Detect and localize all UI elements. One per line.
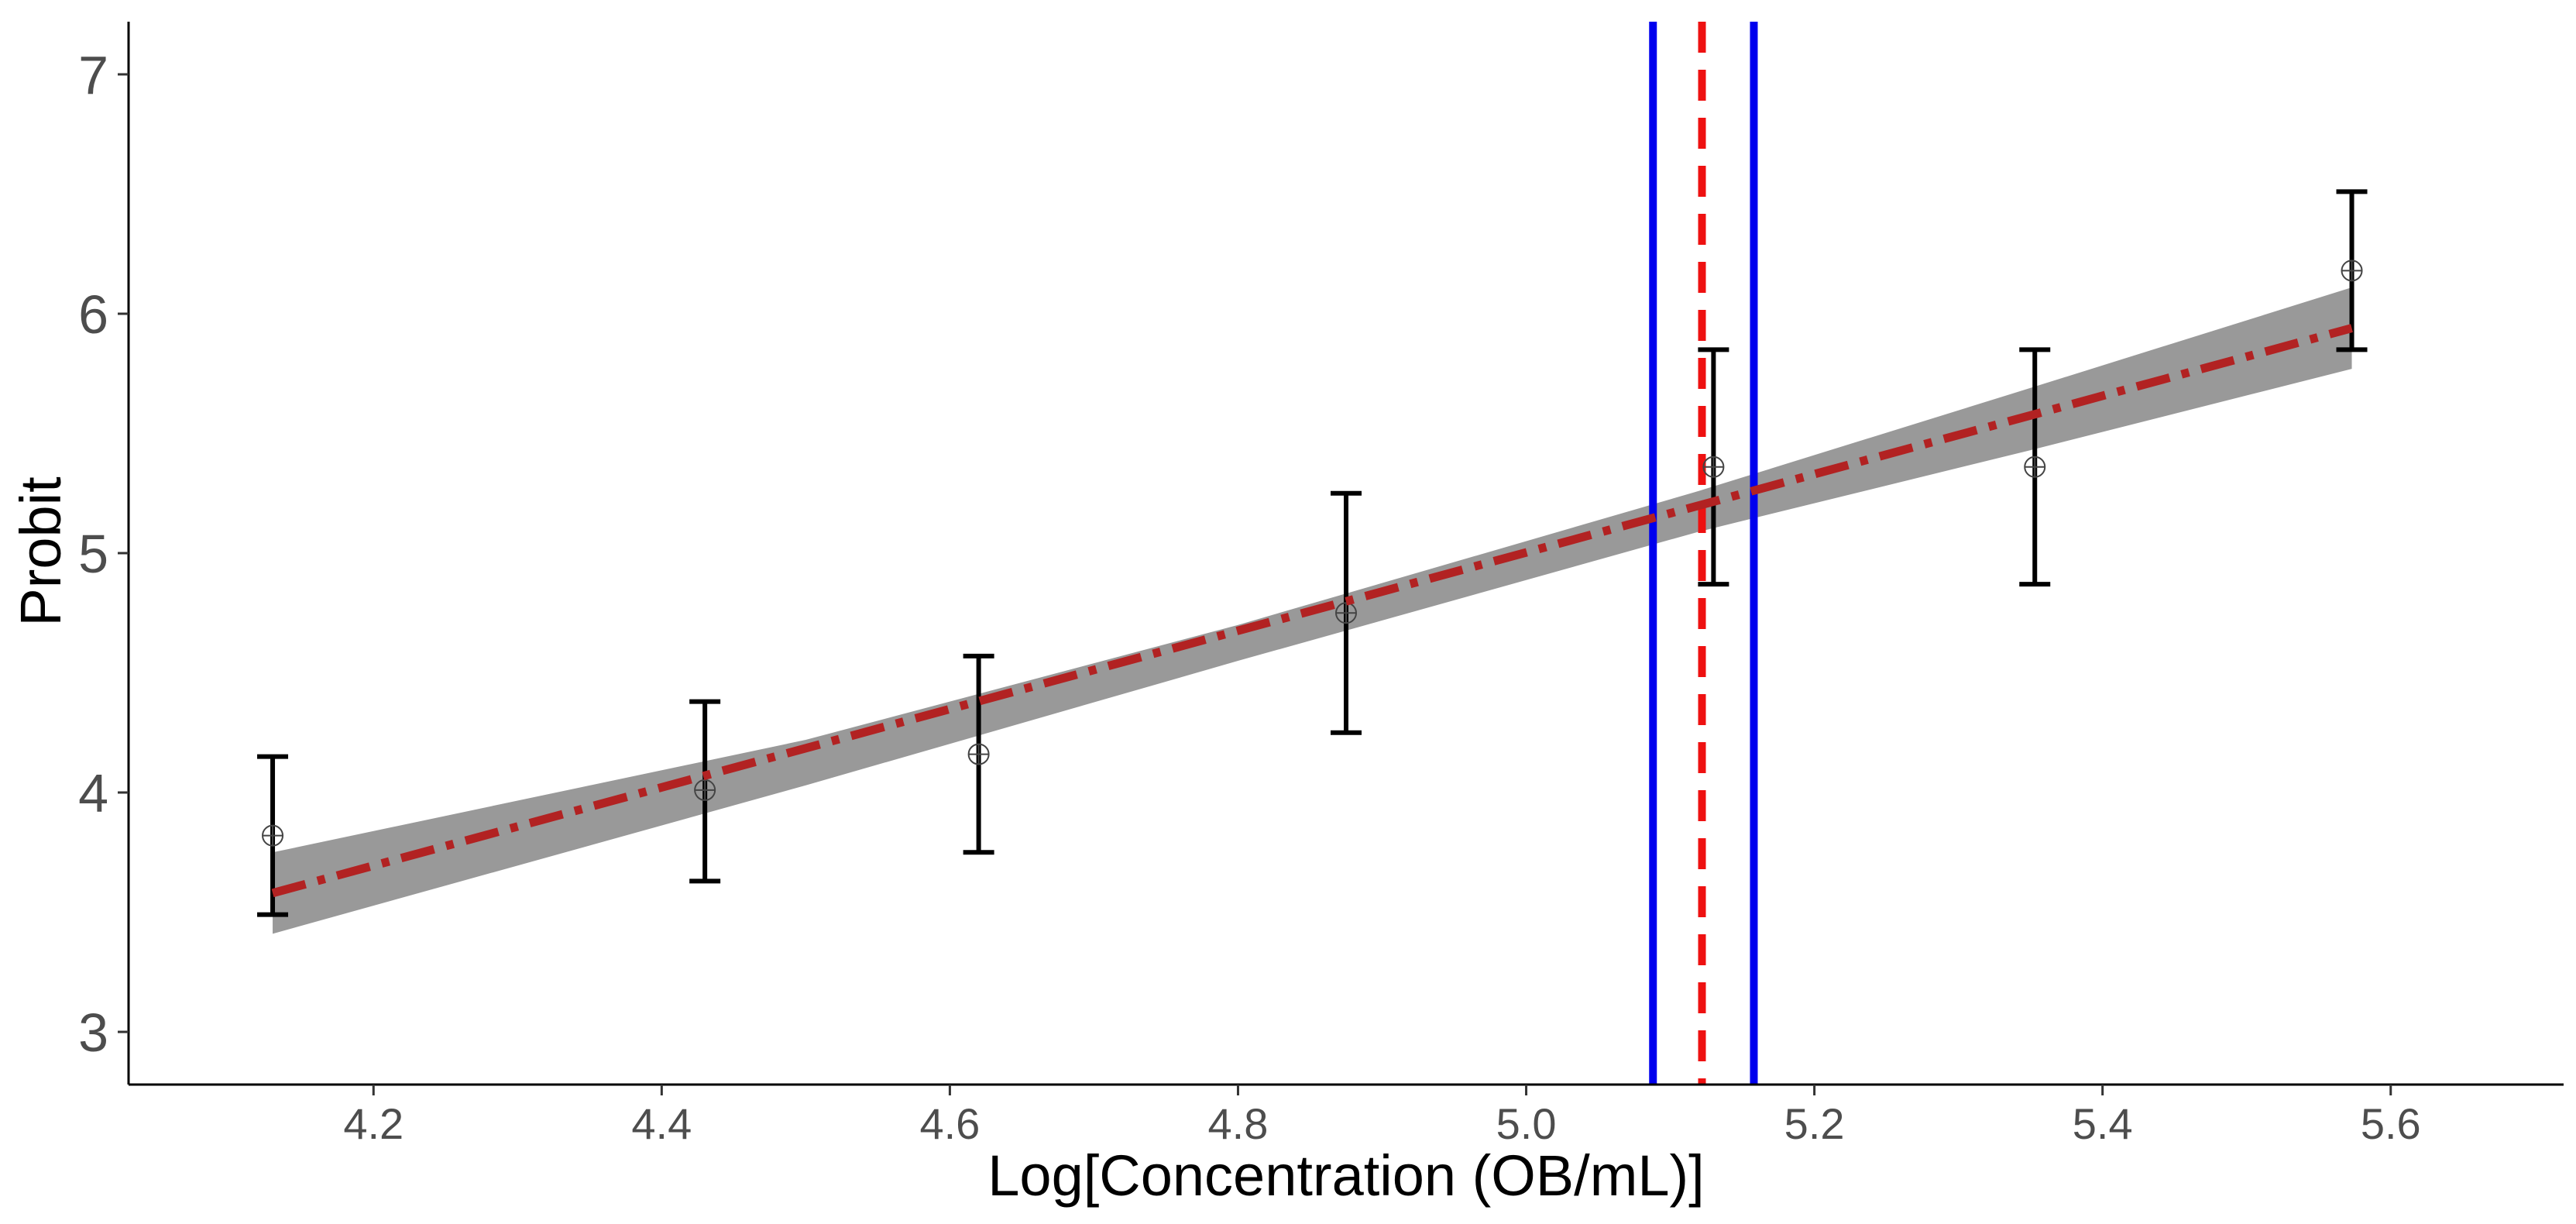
- data-point-group: [963, 653, 994, 855]
- x-axis-title: Log[Concentration (OB/mL)]: [987, 1143, 1704, 1208]
- x-tick-label: 4.6: [919, 1099, 980, 1148]
- x-tick-label: 4.8: [1208, 1099, 1269, 1148]
- y-tick-label: 4: [78, 763, 108, 823]
- y-tick-label: 5: [78, 524, 108, 584]
- y-tick-label: 3: [78, 1002, 108, 1063]
- data-point-group: [2019, 347, 2051, 587]
- x-tick-label: 4.4: [631, 1099, 692, 1148]
- data-point-group: [1331, 490, 1362, 735]
- data-point-group: [2336, 189, 2368, 352]
- x-tick-label: 5.2: [1784, 1099, 1845, 1148]
- fit-line: [271, 324, 2353, 898]
- x-tick-label: 5.4: [2073, 1099, 2133, 1148]
- y-tick-label: 7: [78, 45, 108, 105]
- x-tick-label: 5.6: [2361, 1099, 2421, 1148]
- x-tick-label: 5.0: [1496, 1099, 1557, 1148]
- x-tick-label: 4.2: [343, 1099, 404, 1148]
- data-point-group: [689, 699, 721, 884]
- y-axis-title: Probit: [9, 476, 73, 627]
- data-point-group: [257, 754, 289, 917]
- y-tick-label: 6: [78, 284, 108, 345]
- data-point-group: [1698, 347, 1729, 587]
